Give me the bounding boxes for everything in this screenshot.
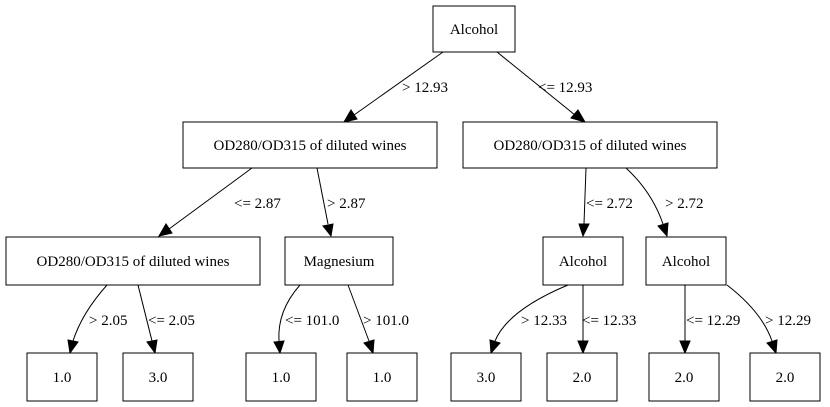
leaf-3: 1.0 [245, 352, 317, 402]
node-label: OD280/OD315 of diluted wines [494, 138, 687, 154]
node-label: Alcohol [450, 22, 498, 38]
edges: > 12.93 <= 12.93 <= 2.87 > 2.87 <= 2.72 [67, 51, 811, 355]
leaf-label: 1.0 [373, 370, 392, 386]
edge-l2a-to-leaf1: > 2.05 [67, 284, 127, 355]
node-root: Alcohol [432, 5, 516, 53]
node-l2-a: OD280/OD315 of diluted wines [5, 236, 261, 286]
edge-label: <= 12.33 [582, 313, 636, 329]
leaf-label: 3.0 [477, 370, 496, 386]
edge-label: <= 101.0 [285, 313, 339, 329]
node-label: Alcohol [559, 254, 607, 270]
leaf-label: 2.0 [573, 370, 592, 386]
edge-l1left-to-l2b: > 2.87 [316, 167, 366, 238]
edge-label: > 101.0 [363, 313, 409, 329]
edge-label: > 2.87 [327, 196, 366, 212]
leaf-label: 2.0 [776, 370, 795, 386]
edge-label: > 12.29 [765, 313, 811, 329]
leaf-label: 1.0 [53, 370, 72, 386]
edge-l1left-to-l2a: <= 2.87 [157, 167, 281, 237]
edge-label: <= 2.72 [586, 196, 633, 212]
leaf-6: 2.0 [546, 352, 618, 402]
node-label: OD280/OD315 of diluted wines [214, 138, 407, 154]
leaf-label: 3.0 [149, 370, 168, 386]
leaf-2: 3.0 [122, 352, 194, 402]
leaf-4: 1.0 [346, 352, 418, 402]
leaf-label: 2.0 [675, 370, 694, 386]
edge-l2b-to-leaf3: <= 101.0 [273, 284, 339, 355]
leaf-8: 2.0 [749, 352, 821, 402]
edge-root-to-right: <= 12.93 [496, 51, 592, 123]
edge-root-to-left: > 12.93 [342, 51, 448, 123]
edge-l2c-to-leaf5: > 12.33 [489, 284, 569, 355]
edge-l2d-to-leaf7: <= 12.29 [679, 285, 740, 355]
edge-l2a-to-leaf2: <= 2.05 [137, 284, 195, 355]
node-label: Magnesium [304, 254, 375, 270]
nodes: Alcohol OD280/OD315 of diluted wines OD2… [5, 5, 821, 402]
edge-l2b-to-leaf4: > 101.0 [347, 284, 409, 355]
leaf-7: 2.0 [648, 352, 720, 402]
edge-label: <= 12.93 [538, 80, 592, 96]
node-l2-c: Alcohol [542, 236, 624, 286]
edge-label: > 2.72 [665, 196, 703, 212]
node-label: OD280/OD315 of diluted wines [37, 254, 230, 270]
edge-label: <= 2.05 [148, 313, 195, 329]
node-label: Alcohol [662, 254, 710, 270]
edge-label: <= 12.29 [686, 313, 740, 329]
node-l2-b: Magnesium [284, 236, 394, 286]
edge-label: <= 2.87 [234, 196, 281, 212]
node-l1-left: OD280/OD315 of diluted wines [182, 121, 438, 169]
leaf-1: 1.0 [26, 352, 98, 402]
edge-l2c-to-leaf6: <= 12.33 [577, 285, 636, 355]
edge-l1right-to-l2c: <= 2.72 [578, 167, 633, 238]
edge-l2d-to-leaf8: > 12.29 [726, 284, 811, 355]
edge-l1right-to-l2d: > 2.72 [625, 167, 703, 238]
leaf-5: 3.0 [450, 352, 522, 402]
edge-label: > 12.33 [521, 313, 567, 329]
node-l2-d: Alcohol [645, 236, 727, 286]
edge-label: > 12.93 [402, 80, 448, 96]
leaf-label: 1.0 [272, 370, 291, 386]
edge-label: > 2.05 [89, 313, 127, 329]
node-l1-right: OD280/OD315 of diluted wines [462, 121, 718, 169]
